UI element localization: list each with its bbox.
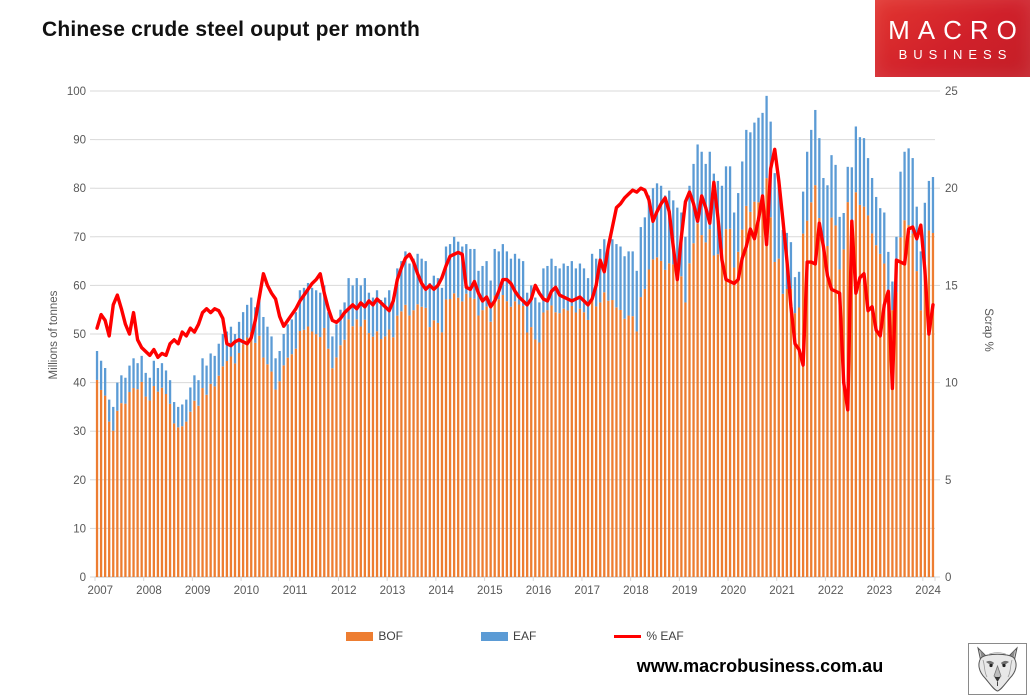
svg-text:0: 0 bbox=[945, 572, 951, 584]
svg-text:5: 5 bbox=[945, 475, 951, 487]
x-axis: 2007 2008 2009 2010 2011 2012 2013 2014 2015 2016… bbox=[87, 577, 941, 597]
svg-text:2008: 2008 bbox=[136, 585, 162, 597]
legend-swatch bbox=[614, 634, 642, 638]
svg-text:2013: 2013 bbox=[380, 585, 406, 597]
chart-title: Chinese crude steel ouput per month bbox=[42, 18, 421, 41]
svg-text:2014: 2014 bbox=[428, 585, 454, 597]
svg-text:100: 100 bbox=[67, 86, 86, 98]
wolf-stamp-box bbox=[968, 643, 1027, 695]
svg-text:2015: 2015 bbox=[477, 585, 503, 597]
left-axis-title: Millions of tonnes bbox=[48, 290, 60, 379]
svg-text:2010: 2010 bbox=[234, 585, 260, 597]
svg-text:0: 0 bbox=[80, 572, 86, 584]
svg-text:80: 80 bbox=[73, 183, 86, 195]
svg-text:2017: 2017 bbox=[574, 585, 600, 597]
legend-item-eaf: % EAF bbox=[614, 629, 684, 643]
svg-text:60: 60 bbox=[73, 280, 86, 292]
svg-text:30: 30 bbox=[73, 426, 86, 438]
legend-item-bof: BOF bbox=[346, 629, 403, 643]
legend-item-eaf: EAF bbox=[480, 629, 537, 643]
svg-text:2011: 2011 bbox=[283, 585, 308, 597]
svg-text:2007: 2007 bbox=[87, 585, 113, 597]
svg-text:2021: 2021 bbox=[769, 585, 795, 597]
wolf-icon bbox=[977, 646, 1018, 692]
legend-swatch bbox=[346, 631, 374, 641]
svg-text:2016: 2016 bbox=[526, 585, 552, 597]
website-url: www.macrobusiness.com.au bbox=[636, 656, 884, 676]
svg-text:25: 25 bbox=[945, 86, 958, 98]
logo-text-business: BUSINESS bbox=[898, 47, 1013, 62]
svg-text:90: 90 bbox=[73, 135, 86, 147]
svg-text:70: 70 bbox=[73, 232, 86, 244]
svg-text:20: 20 bbox=[73, 475, 86, 487]
svg-text:2009: 2009 bbox=[185, 585, 211, 597]
svg-text:10: 10 bbox=[945, 378, 958, 390]
svg-text:2018: 2018 bbox=[623, 585, 649, 597]
legend-label: BOF bbox=[378, 629, 403, 643]
svg-text:10: 10 bbox=[73, 523, 86, 535]
logo-text-macro: MACRO bbox=[888, 15, 1025, 45]
macrobusiness-logo: MACRO BUSINESS bbox=[875, 0, 1030, 77]
svg-text:15: 15 bbox=[945, 280, 958, 292]
svg-text:2024: 2024 bbox=[915, 585, 941, 597]
svg-text:2012: 2012 bbox=[331, 585, 357, 597]
right-axis-title: Scrap % bbox=[982, 308, 994, 351]
svg-text:2022: 2022 bbox=[818, 585, 844, 597]
legend-swatch bbox=[480, 631, 508, 641]
bof-bars bbox=[95, 178, 935, 578]
eaf-pct-line bbox=[95, 147, 935, 412]
svg-text:40: 40 bbox=[73, 378, 86, 390]
svg-text:20: 20 bbox=[945, 183, 958, 195]
steel-output-chart: 0 10 20 30 40 50 60 70 80 90 100 0 5 10 15 20 25 2007 2008… bbox=[48, 86, 994, 597]
chart-legend: BOF EAF % EAF bbox=[0, 629, 1030, 643]
svg-text:50: 50 bbox=[73, 329, 86, 341]
legend-label: % EAF bbox=[646, 629, 684, 643]
svg-text:2020: 2020 bbox=[721, 585, 747, 597]
legend-label: EAF bbox=[512, 629, 537, 643]
eaf-bars bbox=[95, 95, 935, 431]
svg-text:2019: 2019 bbox=[672, 585, 698, 597]
svg-text:2023: 2023 bbox=[867, 585, 893, 597]
